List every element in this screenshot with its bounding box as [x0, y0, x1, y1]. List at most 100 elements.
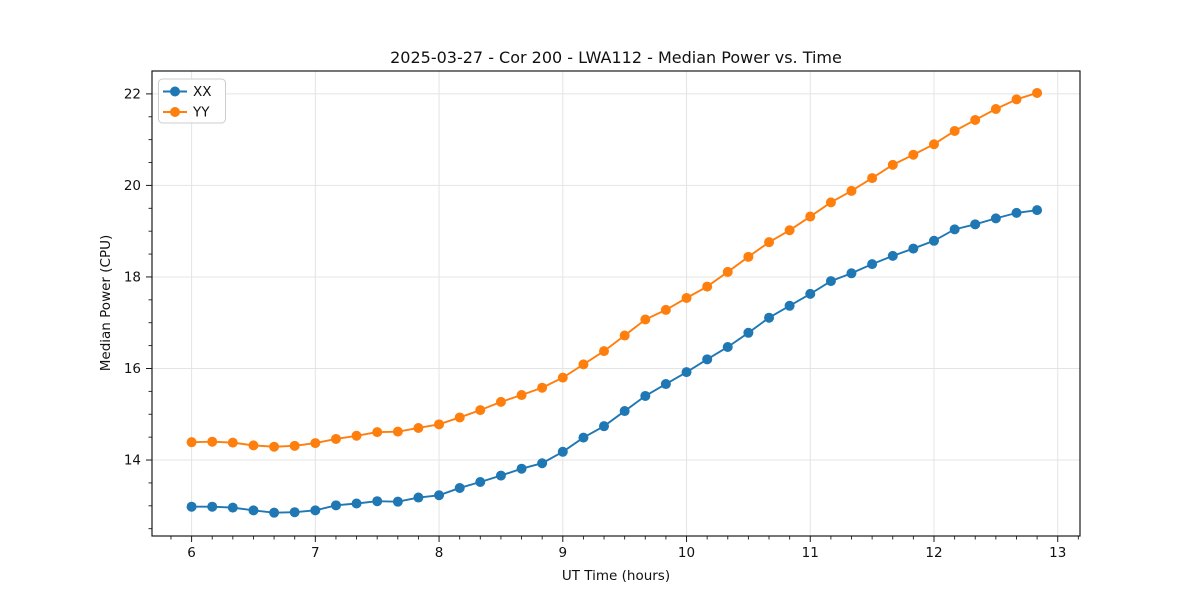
data-point-xx	[269, 507, 280, 518]
data-point-xx	[990, 213, 1001, 224]
data-point-xx	[557, 446, 568, 457]
data-point-yy	[227, 437, 238, 448]
data-point-yy	[908, 149, 919, 160]
data-point-xx	[743, 327, 754, 338]
data-point-xx	[598, 421, 609, 432]
data-point-yy	[351, 430, 362, 441]
y-tick-label: 20	[124, 178, 141, 194]
data-point-yy	[887, 159, 898, 170]
data-point-xx	[1011, 207, 1022, 218]
x-tick-label: 12	[925, 545, 942, 561]
data-point-yy	[784, 225, 795, 236]
data-point-yy	[269, 441, 280, 452]
data-point-yy	[330, 433, 341, 444]
data-point-xx	[413, 492, 424, 503]
data-point-xx	[805, 288, 816, 299]
data-point-xx	[764, 312, 775, 323]
data-point-xx	[310, 505, 321, 516]
x-axis-label: UT Time (hours)	[562, 568, 670, 584]
data-point-yy	[640, 314, 651, 325]
plot-frame	[151, 70, 1081, 537]
data-point-xx	[537, 458, 548, 469]
data-point-xx	[475, 476, 486, 487]
data-point-yy	[475, 405, 486, 416]
data-point-yy	[1011, 94, 1022, 105]
series-xx	[186, 205, 1043, 518]
data-point-xx	[908, 243, 919, 254]
data-point-xx	[1032, 205, 1043, 216]
data-point-yy	[495, 396, 506, 407]
grid-lines	[152, 71, 1080, 536]
data-point-yy	[413, 422, 424, 433]
data-point-yy	[743, 251, 754, 262]
axis-tick-labels: 6 7 8 9 10 11 12 13 14 16 18 20 22	[124, 86, 1067, 561]
data-point-yy	[1032, 87, 1043, 98]
data-point-yy	[846, 185, 857, 196]
data-point-yy	[289, 440, 300, 451]
data-point-xx	[495, 470, 506, 481]
legend-label-yy: YY	[192, 105, 210, 121]
y-tick-label: 16	[124, 361, 141, 377]
legend-marker-yy	[170, 107, 180, 117]
data-point-yy	[764, 237, 775, 248]
data-point-xx	[434, 490, 445, 501]
x-tick-label: 11	[802, 545, 819, 561]
data-point-xx	[392, 496, 403, 507]
series-xx-line	[191, 209, 1038, 514]
data-point-xx	[248, 505, 259, 516]
data-point-yy	[372, 427, 383, 438]
data-point-yy	[722, 266, 733, 277]
data-point-xx	[722, 341, 733, 352]
data-point-yy	[578, 359, 589, 370]
data-point-yy	[990, 103, 1001, 114]
legend-box	[158, 78, 226, 124]
data-point-xx	[867, 259, 878, 270]
data-point-yy	[537, 382, 548, 393]
data-point-yy	[454, 412, 465, 423]
data-point-xx	[970, 219, 981, 230]
data-point-xx	[454, 482, 465, 493]
data-point-yy	[660, 304, 671, 315]
data-point-xx	[289, 507, 300, 518]
data-point-yy	[598, 346, 609, 357]
data-point-xx	[660, 379, 671, 390]
data-point-xx	[578, 432, 589, 443]
data-point-xx	[207, 501, 218, 512]
data-point-yy	[970, 114, 981, 125]
data-point-xx	[784, 300, 795, 311]
legend: XX YY	[158, 78, 226, 124]
series-yy	[186, 87, 1043, 452]
data-point-xx	[825, 276, 836, 287]
data-point-xx	[887, 250, 898, 261]
data-point-xx	[928, 235, 939, 246]
data-point-xx	[227, 502, 238, 513]
x-tick-label: 9	[558, 545, 567, 561]
data-point-yy	[516, 390, 527, 401]
data-point-yy	[805, 211, 816, 222]
data-series	[186, 87, 1043, 518]
series-yy-line	[191, 92, 1038, 448]
data-point-yy	[557, 372, 568, 383]
data-point-yy	[681, 293, 692, 304]
data-point-xx	[186, 501, 197, 512]
data-point-yy	[825, 197, 836, 208]
data-point-xx	[372, 496, 383, 507]
data-point-xx	[351, 498, 362, 509]
data-point-yy	[867, 173, 878, 184]
legend-label-xx: XX	[193, 84, 212, 100]
axis-ticks	[146, 93, 1079, 542]
data-point-xx	[330, 500, 341, 511]
x-tick-label: 7	[311, 545, 320, 561]
y-axis-label: Median Power (CPU)	[98, 235, 114, 371]
data-point-xx	[619, 406, 630, 417]
data-point-yy	[702, 281, 713, 292]
data-point-xx	[846, 268, 857, 279]
chart-title: 2025-03-27 - Cor 200 - LWA112 - Median P…	[390, 48, 842, 67]
data-point-yy	[207, 436, 218, 447]
data-point-yy	[928, 139, 939, 150]
x-tick-label: 6	[187, 545, 196, 561]
data-point-yy	[248, 440, 259, 451]
x-tick-label: 13	[1049, 545, 1066, 561]
